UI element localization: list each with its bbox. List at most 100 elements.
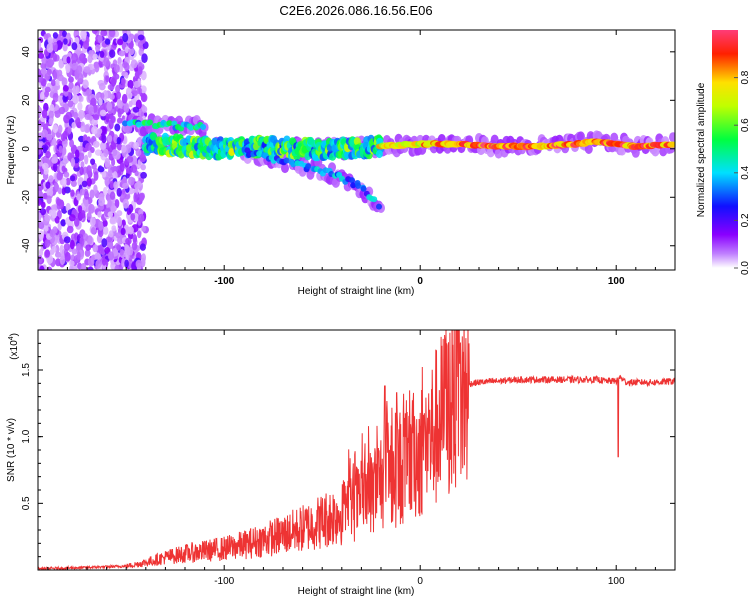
heat-cell xyxy=(104,176,111,187)
heat-cell xyxy=(103,57,110,68)
colorbar-tick-label: 0.6 xyxy=(740,118,750,132)
heat-cell xyxy=(132,106,140,113)
heat-cell xyxy=(38,230,44,241)
heat-cell xyxy=(52,52,58,62)
heat-cell xyxy=(127,226,134,235)
heat-cell xyxy=(116,142,122,151)
heat-cell xyxy=(77,176,84,184)
heat-cell xyxy=(79,188,86,196)
heat-cell xyxy=(80,125,86,133)
heat-cell xyxy=(130,164,138,173)
heat-cell xyxy=(100,92,105,100)
heat-cell xyxy=(51,245,57,253)
heat-cell xyxy=(140,171,147,179)
heat-cell xyxy=(117,216,122,227)
heat-cell xyxy=(349,177,355,184)
heat-cell xyxy=(133,141,139,149)
heat-cell xyxy=(83,66,91,73)
heat-cell xyxy=(48,110,54,120)
heat-cell xyxy=(98,220,104,231)
heat-cell xyxy=(79,53,86,62)
heat-cell xyxy=(44,238,51,248)
heat-cell xyxy=(44,214,51,222)
heat-cell xyxy=(40,201,46,209)
heat-cell xyxy=(82,39,90,50)
heat-cell xyxy=(47,36,54,44)
heat-cell xyxy=(63,90,69,97)
heat-cell xyxy=(80,210,86,219)
heat-cell xyxy=(48,117,54,125)
heat-cell xyxy=(82,31,87,39)
heat-cell xyxy=(375,150,383,159)
heat-cell xyxy=(52,92,59,103)
heat-cell xyxy=(71,53,78,63)
x-tick-label: -100 xyxy=(214,276,234,287)
heat-cell xyxy=(40,62,47,70)
heat-cell xyxy=(126,91,133,100)
heat-cell xyxy=(116,137,122,145)
heat-cell xyxy=(120,227,126,236)
heat-cell xyxy=(131,242,138,251)
heat-cell xyxy=(55,258,62,267)
heat-cell xyxy=(117,110,122,118)
heat-cell xyxy=(68,76,74,83)
heat-cell xyxy=(58,106,66,115)
heat-cell xyxy=(60,219,66,227)
heat-cell xyxy=(79,166,84,176)
heat-cell xyxy=(70,157,76,167)
heat-cell xyxy=(140,164,146,171)
y-tick-label: 20 xyxy=(21,94,32,106)
heat-cell xyxy=(97,211,102,218)
heat-cell xyxy=(108,230,114,238)
heat-cell xyxy=(139,193,145,202)
heat-cell xyxy=(95,44,101,52)
heat-cell xyxy=(87,150,92,158)
colorbar-tick-label: 0.8 xyxy=(740,70,750,84)
heat-cell xyxy=(111,225,117,232)
heat-cell xyxy=(139,153,147,163)
heat-cell xyxy=(84,113,92,121)
heat-cell xyxy=(94,149,102,156)
heat-cell xyxy=(107,169,113,177)
heat-cell xyxy=(63,236,71,244)
heat-cell xyxy=(112,149,118,157)
heat-cell xyxy=(55,244,60,255)
heat-cell xyxy=(166,120,173,127)
heat-cell xyxy=(107,199,112,208)
heat-cell xyxy=(186,143,194,152)
heat-cell xyxy=(88,106,95,116)
heat-cell xyxy=(136,87,142,95)
heat-cell xyxy=(124,259,129,268)
heat-cell xyxy=(114,198,120,209)
heat-cell xyxy=(106,101,113,111)
snr-panel: -100 0 100 0.5 1.0 1.5 Height of straight li… xyxy=(6,329,676,597)
heat-cell xyxy=(133,192,138,203)
heat-cell xyxy=(62,30,67,38)
heat-cell xyxy=(68,82,74,90)
heat-cell xyxy=(67,100,74,108)
heat-cell xyxy=(360,185,367,192)
colorbar-tick-label: 0.4 xyxy=(740,165,750,179)
heat-cell xyxy=(98,97,103,106)
heat-cell xyxy=(45,151,51,159)
x-tick-label: -100 xyxy=(214,576,234,587)
heat-cell xyxy=(122,120,129,127)
heat-cell xyxy=(62,177,67,187)
spectrogram-x-ticks: -100 0 100 xyxy=(47,30,676,287)
heat-cell xyxy=(44,225,49,232)
heat-cell xyxy=(150,132,157,141)
spectrogram-panel: -100 0 100 -40 -20 0 20 40 Height of straight … xyxy=(6,29,676,297)
heat-cell xyxy=(97,34,103,44)
heat-cell xyxy=(130,213,136,221)
heat-cell xyxy=(76,193,82,201)
heat-cell xyxy=(119,162,125,172)
snr-x-label: Height of straight line (km) xyxy=(298,586,415,597)
heat-cell xyxy=(124,46,129,54)
heat-cell xyxy=(108,30,116,38)
heat-cell xyxy=(97,227,104,238)
y-tick-label: -40 xyxy=(21,238,32,253)
heat-cell xyxy=(97,128,103,135)
heat-cell xyxy=(49,103,55,112)
heat-cell xyxy=(98,244,103,255)
